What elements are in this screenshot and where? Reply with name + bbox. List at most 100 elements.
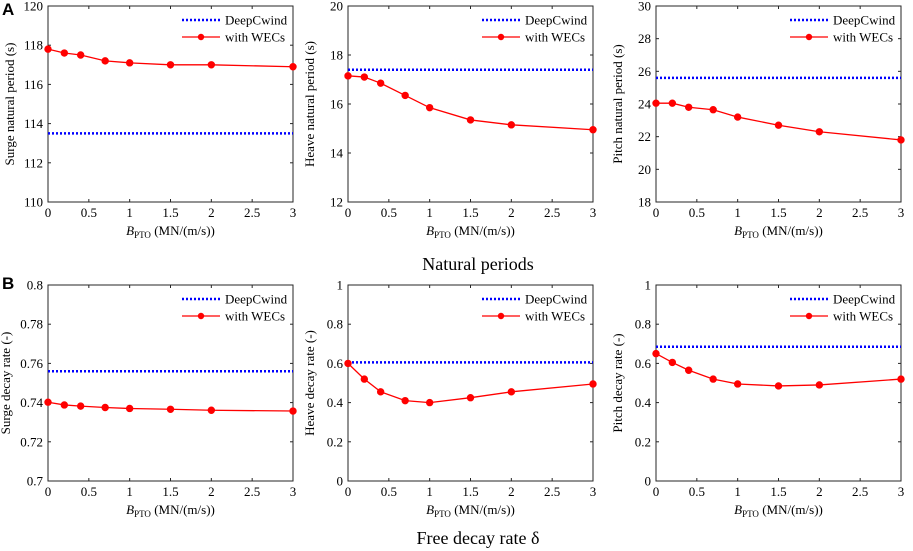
x-tick-label: 2.5	[544, 205, 560, 220]
x-tick-label: 0	[345, 484, 352, 499]
x-tick-label: 2.5	[244, 205, 260, 220]
y-tick-label: 0.8	[635, 317, 651, 332]
legend-deepcwind-label: DeepCwind	[525, 292, 588, 307]
panel-title-free-decay-rate: Free decay rate δ	[417, 528, 540, 548]
with-wecs-point	[709, 375, 717, 383]
y-tick-label: 0.4	[635, 395, 652, 410]
x-tick-label: 1.5	[162, 484, 178, 499]
with-wecs-point	[733, 113, 742, 121]
y-axis-label: Pitch decay rate (-)	[610, 333, 625, 432]
legend-with-wecs-label: with WECs	[525, 309, 585, 324]
y-tick-label: 120	[24, 0, 44, 14]
y-tick-label: 0.6	[327, 356, 344, 371]
y-tick-label: 20	[330, 0, 343, 14]
with-wecs-point	[425, 398, 434, 407]
y-tick-label: 20	[638, 162, 651, 177]
panel-title-natural-periods: Natural periods	[422, 254, 533, 274]
x-tick-label: 0.5	[689, 205, 705, 220]
legend-with-wecs-label: with WECs	[833, 309, 893, 324]
x-tick-label: 1.5	[162, 205, 178, 220]
with-wecs-point	[733, 380, 742, 388]
plot-frame	[347, 284, 594, 482]
subplot-3: 0 0.5 1 1.5 2 2.5 3 18 20 22 24 26 28 30 Pitch natural…	[610, 0, 905, 240]
legend-deepcwind-label: DeepCwind	[833, 292, 896, 307]
panel-letter-a: A	[2, 0, 14, 19]
with-wecs-point	[376, 388, 385, 396]
with-wecs-point	[815, 128, 824, 136]
x-tick-label: 0.5	[381, 205, 397, 220]
y-tick-label: 16	[330, 97, 344, 112]
y-tick-label: 0.7	[27, 474, 44, 489]
x-tick-label: 2.5	[544, 484, 560, 499]
y-tick-label: 0.76	[20, 356, 43, 371]
x-tick-label: 1	[126, 484, 133, 499]
with-wecs-point	[44, 398, 52, 406]
y-tick-label: 0.74	[20, 395, 43, 410]
with-wecs-point	[44, 45, 52, 53]
with-wecs-point	[652, 349, 660, 358]
x-tick-label: 3	[590, 205, 597, 220]
x-tick-label: 2	[816, 484, 823, 499]
with-wecs-point	[125, 404, 134, 413]
y-tick-label: 0.6	[635, 356, 652, 371]
x-axis-label: BPTO (MN/(m/s))	[426, 223, 515, 240]
y-axis-label: Surge natural period (s)	[2, 43, 17, 166]
x-tick-label: 1	[426, 484, 433, 499]
plot-frame	[347, 5, 594, 203]
x-axis-label: BPTO (MN/(m/s))	[734, 223, 823, 240]
with-wecs-point	[344, 359, 352, 368]
y-tick-label: 28	[638, 31, 651, 46]
with-wecs-point	[589, 126, 597, 134]
x-tick-label: 0	[653, 484, 660, 499]
x-tick-label: 2	[508, 484, 515, 499]
x-tick-label: 0	[653, 205, 660, 220]
x-tick-label: 1	[734, 484, 741, 499]
x-tick-label: 0	[45, 205, 52, 220]
with-wecs-point	[60, 49, 69, 57]
with-wecs-point	[76, 402, 85, 410]
y-tick-label: 0.72	[20, 434, 43, 449]
x-axis-label: BPTO (MN/(m/s))	[126, 223, 215, 240]
y-tick-label: 0.8	[327, 317, 343, 332]
with-wecs-point	[376, 79, 385, 87]
with-wecs-point	[466, 116, 475, 124]
with-wecs-point	[466, 394, 475, 402]
x-axis-label: BPTO (MN/(m/s))	[426, 502, 515, 519]
x-tick-label: 1.5	[462, 484, 478, 499]
with-wecs-point	[60, 401, 69, 409]
x-tick-label: 2.5	[852, 484, 868, 499]
y-tick-label: 22	[638, 129, 651, 144]
y-tick-label: 18	[330, 48, 343, 63]
with-wecs-point	[360, 375, 369, 383]
with-wecs-point	[684, 103, 693, 111]
legend-deepcwind-label: DeepCwind	[525, 13, 588, 28]
y-tick-label: 30	[638, 0, 651, 14]
legend-deepcwind-label: DeepCwind	[225, 13, 288, 28]
y-tick-label: 1	[645, 278, 652, 293]
with-wecs-point	[401, 91, 409, 100]
x-tick-label: 3	[290, 205, 297, 220]
with-wecs-point	[289, 63, 297, 71]
y-tick-label: 14	[330, 146, 344, 161]
y-tick-label: 0.2	[635, 434, 651, 449]
with-wecs-point	[207, 61, 216, 69]
subplot-5: 0 0.5 1 1.5 2 2.5 3 0 0.2 0.4 0.6 0.8 1 Heave decay r…	[302, 278, 597, 519]
y-tick-label: 18	[638, 195, 651, 210]
x-tick-label: 0.5	[381, 484, 397, 499]
legend-with-wecs-marker	[497, 312, 505, 320]
legend-with-wecs-label: with WECs	[833, 30, 893, 45]
x-tick-label: 3	[590, 484, 597, 499]
legend: DeepCwind with WECs	[182, 292, 288, 324]
x-tick-label: 0	[45, 484, 52, 499]
x-tick-label: 0	[345, 205, 352, 220]
x-tick-label: 1	[426, 205, 433, 220]
legend-with-wecs-label: with WECs	[225, 30, 285, 45]
x-tick-label: 2	[208, 205, 215, 220]
y-axis-label: Pitch natural period (s)	[610, 44, 625, 164]
subplot-4: 0 0.5 1 1.5 2 2.5 3 0.7 0.72 0.74 0.76 0.78 0.8 Surge…	[0, 278, 297, 519]
with-wecs-point	[166, 61, 175, 69]
panel-letter-b: B	[2, 274, 14, 293]
y-axis-label: Heave decay rate (-)	[302, 330, 317, 436]
y-tick-label: 110	[24, 195, 43, 210]
